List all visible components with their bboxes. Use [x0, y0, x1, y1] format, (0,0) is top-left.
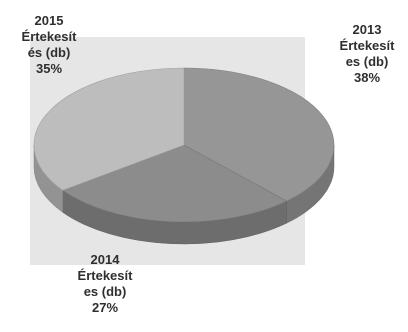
slice-label-text1: Értekesít [21, 29, 77, 44]
slice-label-pct: 35% [35, 61, 63, 76]
slice-label-text1: Értekesít [339, 38, 395, 53]
slice-label-text2: és (db) [27, 45, 71, 60]
slice-label-2014: 2014 Értekesít es (db) 27% [59, 252, 151, 316]
slice-label-pct: 38% [353, 70, 381, 85]
pie-slice-2013 [183, 67, 335, 202]
slice-label-2013: 2013 Értekesít es (db) 38% [325, 22, 408, 86]
slice-label-text2: es (db) [83, 284, 127, 299]
slice-label-text1: Értekesít [77, 268, 133, 283]
slice-label-year: 2014 [90, 252, 120, 267]
slice-label-text2: es (db) [345, 54, 389, 69]
slice-label-year: 2013 [352, 22, 382, 37]
pie-slice-2014 [62, 144, 288, 223]
slice-label-pct: 27% [91, 300, 119, 315]
slice-label-2015: 2015 Értekesít és (db) 35% [1, 13, 97, 77]
pie-slice-2015 [33, 67, 185, 191]
slice-label-year: 2015 [34, 13, 64, 28]
